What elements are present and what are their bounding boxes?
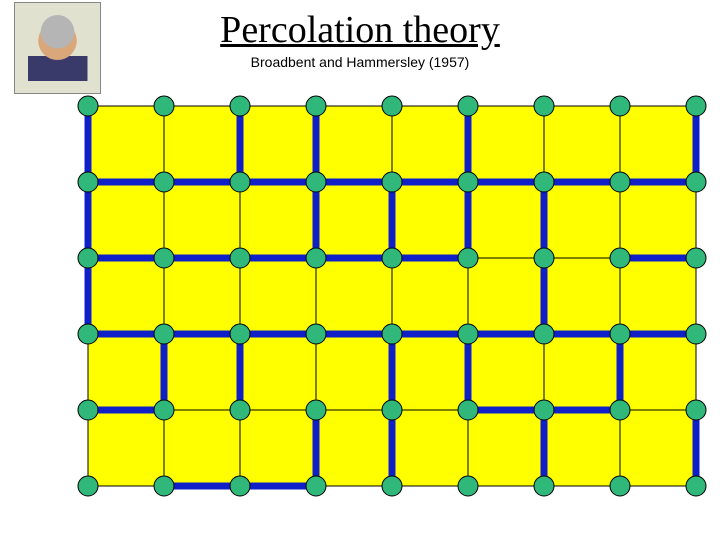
grid-svg <box>72 90 712 502</box>
percolation-grid <box>72 90 712 502</box>
portrait-photo <box>14 2 101 94</box>
page-title: Percolation theory <box>220 8 500 52</box>
page-subtitle: Broadbent and Hammersley (1957) <box>251 54 470 70</box>
